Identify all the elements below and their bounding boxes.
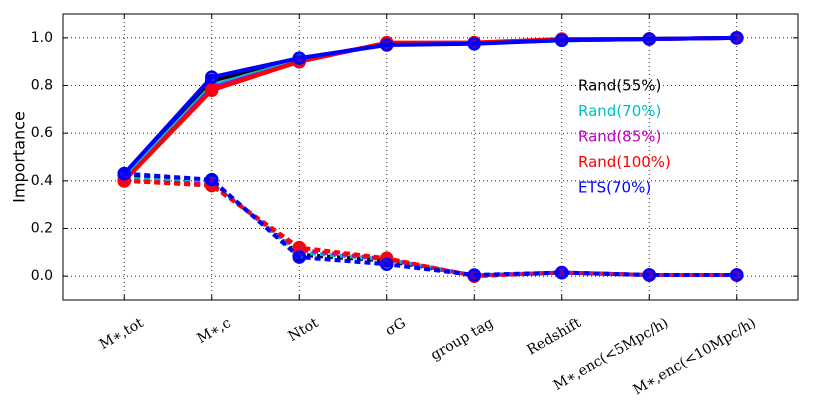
point	[555, 33, 569, 47]
point	[205, 83, 219, 98]
legend-label: Rand(70%)	[578, 102, 661, 120]
y-tick-label: 0.4	[31, 173, 53, 189]
legend-label: Rand(100%)	[578, 153, 671, 171]
point	[642, 32, 656, 46]
y-tick-label: 0.2	[31, 221, 53, 237]
point	[467, 268, 481, 282]
point	[642, 268, 656, 282]
point	[467, 37, 481, 51]
y-tick-label: 0.8	[31, 78, 53, 94]
point	[555, 265, 569, 280]
y-axis-label: Importance	[10, 111, 29, 203]
y-tick-label: 0.0	[31, 268, 53, 284]
point	[117, 166, 131, 181]
y-tick-label: 0.6	[31, 125, 53, 141]
legend-label: Rand(55%)	[578, 77, 661, 95]
plot-frame	[62, 13, 799, 301]
point	[730, 31, 744, 45]
point	[292, 51, 306, 65]
x-tick-label: M∗,c	[194, 315, 233, 347]
x-tick-label: σG	[383, 315, 409, 339]
point	[205, 172, 219, 187]
y-tick-label: 1.0	[31, 30, 53, 46]
x-tick-label: Redshift	[524, 315, 584, 359]
point	[292, 250, 306, 264]
cumulative-line	[122, 35, 737, 176]
x-tick-label: M∗,tot	[97, 315, 147, 353]
point	[730, 268, 744, 282]
legend-label: Rand(85%)	[578, 128, 661, 146]
legend-label: ETS(70%)	[578, 179, 651, 197]
x-tick-label: Ntot	[286, 315, 322, 345]
point	[380, 257, 394, 271]
individual-line	[124, 176, 737, 278]
individual-line	[124, 171, 737, 277]
x-tick-label: group tag	[428, 315, 496, 364]
point	[380, 38, 394, 52]
point	[205, 70, 219, 84]
